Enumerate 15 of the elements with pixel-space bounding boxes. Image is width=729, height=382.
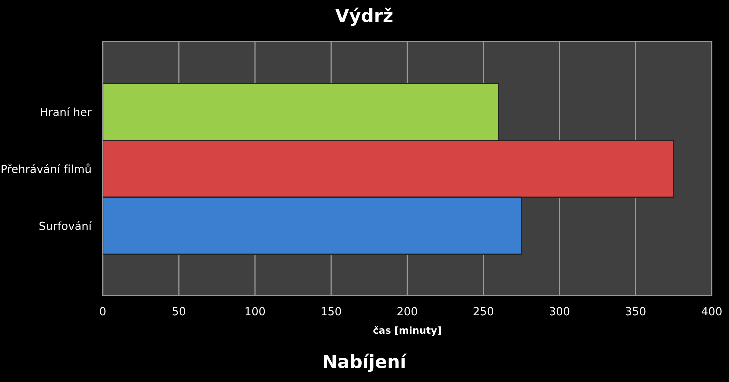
x-tick-label: 400 — [702, 307, 722, 316]
x-tick-label: 150 — [322, 307, 342, 316]
x-tick-label: 250 — [474, 307, 494, 316]
x-tick-label: 200 — [398, 307, 418, 316]
y-tick-label: Surfování — [40, 221, 92, 230]
y-tick-label: Hraní her — [41, 107, 92, 116]
chart-title: Výdrž — [336, 8, 393, 26]
x-axis-title: čas [minuty] — [374, 326, 441, 336]
x-tick-label: 50 — [172, 307, 186, 316]
x-tick-label: 100 — [246, 307, 266, 316]
x-tick-label: 350 — [626, 307, 646, 316]
x-tick-label: 0 — [100, 307, 106, 316]
text: Nabíjení — [324, 354, 408, 372]
x-tick-label: 300 — [550, 307, 570, 316]
y-tick-label: Přehrávání filmů — [2, 164, 91, 174]
